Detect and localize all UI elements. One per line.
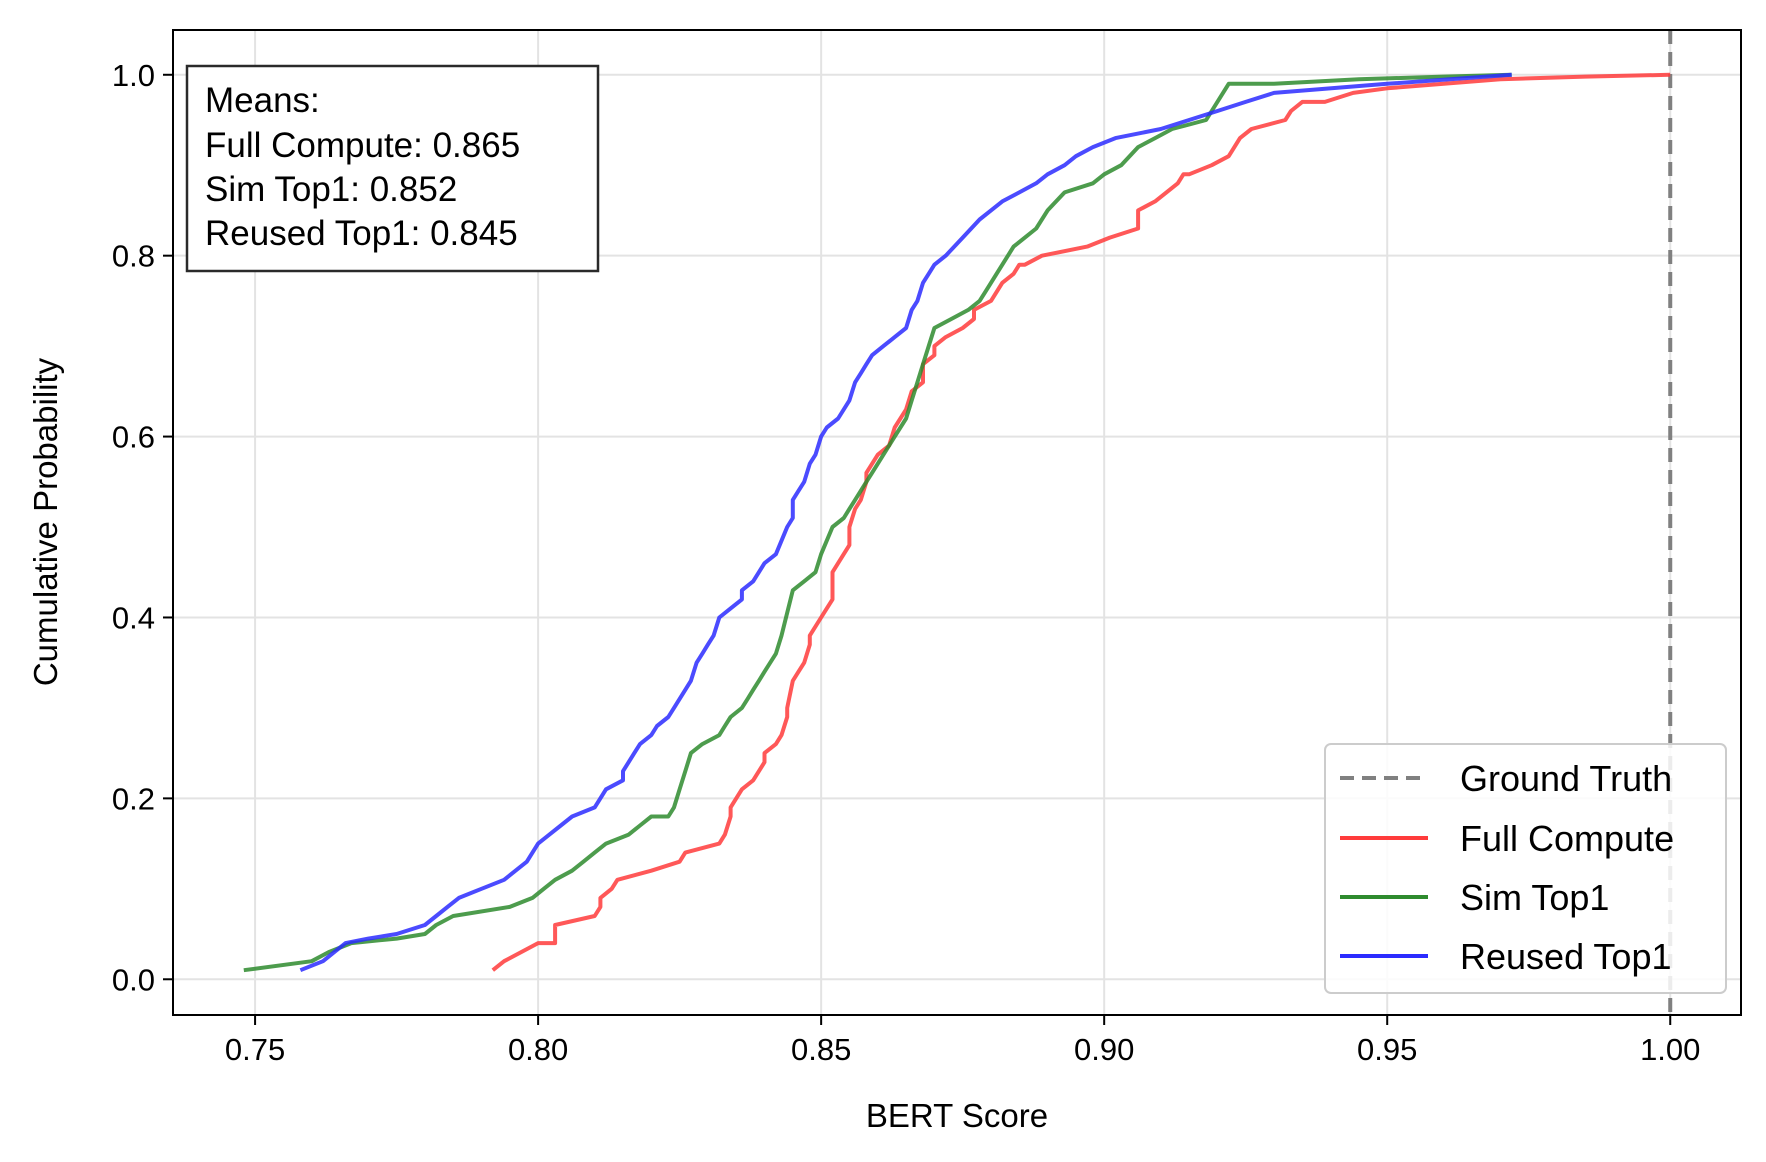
x-tick-label: 0.90 xyxy=(1074,1032,1134,1067)
means-reused-top1: Reused Top1: 0.845 xyxy=(205,214,518,253)
means-full-compute: Full Compute: 0.865 xyxy=(205,126,520,165)
means-box xyxy=(185,64,600,273)
legend-label-sim-top1: Sim Top1 xyxy=(1460,877,1609,918)
x-tick-label: 1.00 xyxy=(1640,1032,1700,1067)
x-axis: 0.75 0.80 0.85 0.90 0.95 1.00 xyxy=(225,1015,1700,1067)
y-tick-label: 0.0 xyxy=(112,962,155,997)
x-tick-label: 0.75 xyxy=(225,1032,285,1067)
series-line-full-compute xyxy=(491,72,1671,972)
legend-box xyxy=(1324,743,1727,994)
plot-frame xyxy=(172,29,1742,1016)
series-line-reused-top1 xyxy=(299,72,1512,973)
legend-label-ground-truth: Ground Truth xyxy=(1460,758,1672,799)
legend: Ground Truth Full Compute Sim Top1 Reuse… xyxy=(1324,743,1727,994)
y-tick-label: 1.0 xyxy=(112,58,155,93)
x-tick-label: 0.95 xyxy=(1357,1032,1417,1067)
legend-label-full-compute: Full Compute xyxy=(1460,818,1674,859)
grid-lines xyxy=(173,30,1741,1015)
series-layer xyxy=(243,72,1671,973)
means-title: Means: xyxy=(205,81,320,120)
legend-label-reused-top1: Reused Top1 xyxy=(1460,936,1672,977)
y-tick-label: 0.6 xyxy=(112,420,155,455)
means-sim-top1: Sim Top1: 0.852 xyxy=(205,170,457,209)
means-annotation: Means: Full Compute: 0.865 Sim Top1: 0.8… xyxy=(185,64,600,273)
x-tick-label: 0.80 xyxy=(508,1032,568,1067)
y-axis: 0.0 0.2 0.4 0.6 0.8 1.0 xyxy=(112,58,173,997)
y-tick-label: 0.8 xyxy=(112,239,155,274)
x-axis-label: BERT Score xyxy=(866,1097,1048,1134)
y-axis-label: Cumulative Probability xyxy=(27,357,64,686)
y-tick-label: 0.2 xyxy=(112,781,155,816)
x-tick-label: 0.85 xyxy=(791,1032,851,1067)
y-tick-label: 0.4 xyxy=(112,600,155,635)
series-line-sim-top1 xyxy=(243,72,1512,973)
